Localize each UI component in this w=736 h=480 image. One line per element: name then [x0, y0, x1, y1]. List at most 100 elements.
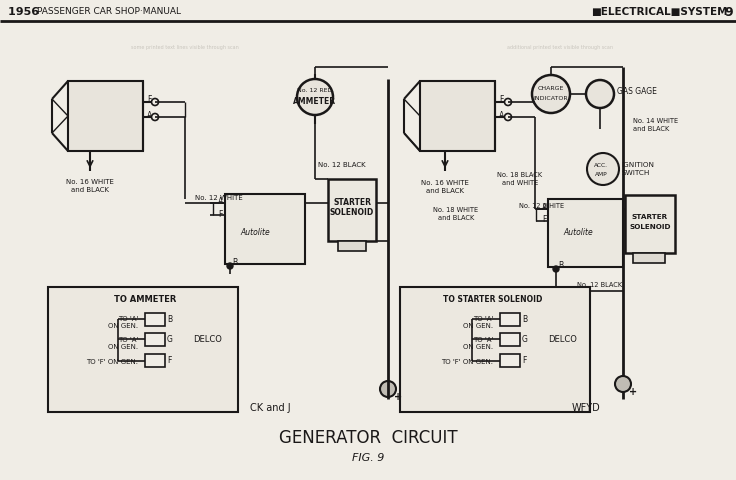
- Text: No. 12 RED: No. 12 RED: [297, 88, 333, 93]
- Circle shape: [504, 114, 512, 121]
- Text: STARTER: STARTER: [632, 214, 668, 219]
- Circle shape: [587, 154, 619, 186]
- Text: No. 12 WHITE: No. 12 WHITE: [195, 194, 243, 201]
- Bar: [338, 241, 366, 252]
- Bar: [145, 313, 165, 326]
- Text: TO 'A': TO 'A': [473, 315, 493, 321]
- Text: IGNITION: IGNITION: [621, 162, 654, 168]
- Text: B: B: [167, 315, 172, 324]
- Text: No. 14 WHITE: No. 14 WHITE: [633, 118, 678, 124]
- Text: TO 'A': TO 'A': [473, 336, 493, 342]
- Text: A: A: [499, 111, 504, 120]
- Text: CHARGE: CHARGE: [538, 86, 565, 91]
- Text: and WHITE: and WHITE: [502, 180, 538, 186]
- Text: GAS GAGE: GAS GAGE: [617, 86, 657, 96]
- Text: AMP: AMP: [595, 172, 607, 177]
- Circle shape: [553, 266, 559, 273]
- Text: B: B: [232, 258, 237, 267]
- Text: STARTER: STARTER: [333, 198, 371, 207]
- Circle shape: [380, 381, 396, 397]
- Text: ON GEN.: ON GEN.: [463, 323, 493, 328]
- Text: additional printed text visible through scan: additional printed text visible through …: [507, 46, 613, 50]
- Text: some printed text lines visible through scan: some printed text lines visible through …: [131, 46, 239, 50]
- Text: +: +: [394, 391, 402, 401]
- Text: Autolite: Autolite: [240, 228, 270, 237]
- Text: ACC.: ACC.: [594, 163, 608, 168]
- Text: F: F: [218, 210, 222, 219]
- Bar: [225, 194, 305, 264]
- Bar: [548, 200, 623, 267]
- Text: ON GEN.: ON GEN.: [108, 323, 138, 328]
- Text: INDICATOR: INDICATOR: [534, 96, 568, 100]
- Text: ON GEN.: ON GEN.: [108, 343, 138, 349]
- Bar: [625, 195, 675, 253]
- Text: and BLACK: and BLACK: [438, 215, 474, 220]
- Text: DELCO: DELCO: [193, 335, 222, 344]
- Text: G: G: [167, 335, 173, 344]
- Text: 1956: 1956: [8, 7, 43, 17]
- Text: No. 12 BLACK: No. 12 BLACK: [578, 281, 623, 288]
- Text: TO 'F' ON GEN.: TO 'F' ON GEN.: [441, 358, 493, 364]
- Text: No. 12 WHITE: No. 12 WHITE: [519, 203, 564, 209]
- Text: PASSENGER CAR SHOP·MANUAL: PASSENGER CAR SHOP·MANUAL: [37, 8, 181, 16]
- Bar: [68, 82, 143, 152]
- Text: No. 18 BLACK: No. 18 BLACK: [498, 172, 542, 178]
- Text: TO AMMETER: TO AMMETER: [114, 295, 176, 304]
- Text: and BLACK: and BLACK: [71, 187, 109, 192]
- Text: +: +: [629, 386, 637, 396]
- Text: GENERATOR  CIRCUIT: GENERATOR CIRCUIT: [279, 428, 457, 446]
- Text: SOLENOID: SOLENOID: [629, 224, 670, 229]
- Text: FIG. 9: FIG. 9: [352, 452, 384, 462]
- Circle shape: [297, 80, 333, 116]
- Text: SOLENOID: SOLENOID: [330, 208, 374, 217]
- Text: B: B: [522, 315, 527, 324]
- Text: TO 'F' ON GEN.: TO 'F' ON GEN.: [86, 358, 138, 364]
- Circle shape: [152, 99, 158, 106]
- Circle shape: [152, 114, 158, 121]
- Bar: [0, 0, 736, 22]
- Text: SWITCH: SWITCH: [621, 169, 649, 176]
- Text: TO STARTER SOLENOID: TO STARTER SOLENOID: [443, 295, 542, 304]
- Text: 9: 9: [724, 5, 733, 18]
- Bar: [328, 180, 376, 241]
- Circle shape: [504, 99, 512, 106]
- Text: F: F: [167, 356, 171, 365]
- Text: ON GEN.: ON GEN.: [463, 343, 493, 349]
- Circle shape: [227, 264, 233, 269]
- Text: WFYD: WFYD: [572, 402, 601, 412]
- Text: B: B: [558, 261, 563, 270]
- Bar: [145, 354, 165, 367]
- Text: Autolite: Autolite: [563, 228, 593, 237]
- Text: TO 'A': TO 'A': [118, 336, 138, 342]
- Text: F: F: [522, 356, 526, 365]
- Text: A: A: [147, 111, 152, 120]
- Text: CK and J: CK and J: [250, 402, 290, 412]
- Text: AMMETER: AMMETER: [294, 96, 336, 105]
- Text: and BLACK: and BLACK: [426, 188, 464, 193]
- Bar: [500, 313, 520, 326]
- Circle shape: [532, 76, 570, 114]
- Text: F: F: [499, 96, 503, 104]
- Bar: [633, 253, 665, 264]
- Circle shape: [615, 376, 631, 392]
- Text: G: G: [522, 335, 528, 344]
- Text: DELCO: DELCO: [548, 335, 577, 344]
- Text: A: A: [542, 203, 548, 212]
- Bar: [145, 333, 165, 346]
- Text: No. 16 WHITE: No. 16 WHITE: [421, 180, 469, 186]
- Text: F: F: [542, 215, 546, 224]
- Bar: [500, 354, 520, 367]
- Text: No. 16 WHITE: No. 16 WHITE: [66, 179, 114, 185]
- Bar: [400, 288, 590, 412]
- Text: No. 12 BLACK: No. 12 BLACK: [318, 162, 366, 168]
- Bar: [48, 288, 238, 412]
- Text: and BLACK: and BLACK: [633, 126, 669, 132]
- Bar: [500, 333, 520, 346]
- Bar: [420, 82, 495, 152]
- Text: No. 18 WHITE: No. 18 WHITE: [434, 206, 478, 213]
- Text: TO 'A': TO 'A': [118, 315, 138, 321]
- Circle shape: [586, 81, 614, 109]
- Text: ■ELECTRICAL■SYSTEM: ■ELECTRICAL■SYSTEM: [592, 7, 728, 17]
- Text: F: F: [147, 96, 152, 104]
- Text: A: A: [218, 197, 223, 206]
